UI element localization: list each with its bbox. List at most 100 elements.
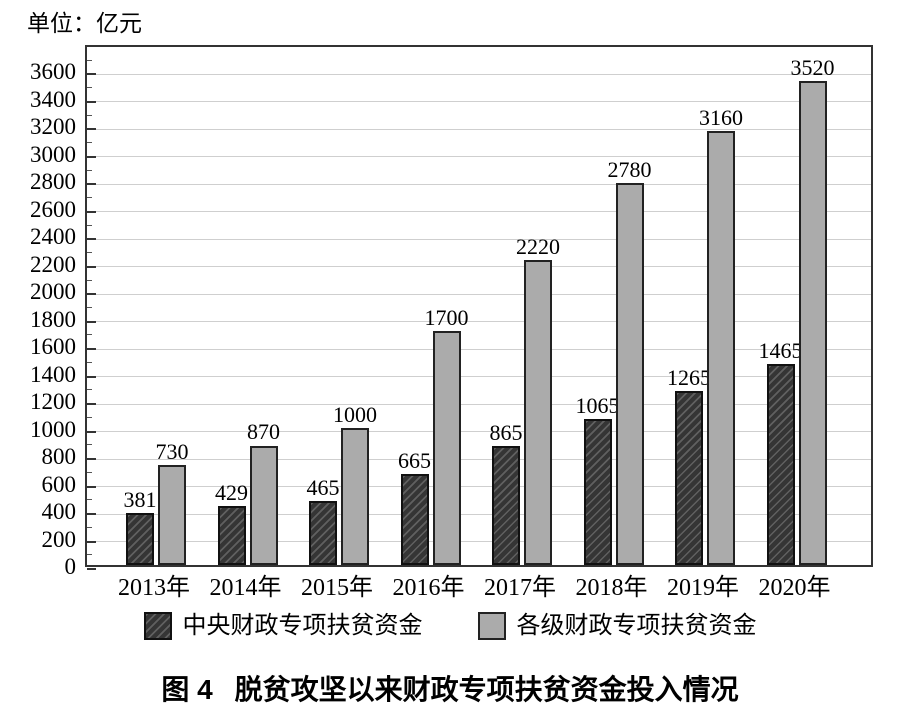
y-minor-tick-3700 [87, 59, 92, 61]
gridline-200 [87, 541, 871, 543]
y-major-tick-2800 [87, 183, 96, 186]
gridline-3000 [87, 156, 871, 158]
y-axis-label-1000: 1000 [30, 416, 76, 442]
y-minor-tick-500 [87, 499, 92, 501]
bar-all-levels-2017年 [524, 260, 552, 565]
y-minor-tick-2900 [87, 169, 92, 171]
y-axis-label-3600: 3600 [30, 59, 76, 85]
bar-central-2020年 [766, 363, 795, 565]
figure-caption: 图 4 脱贫攻坚以来财政专项扶贫资金投入情况 [0, 672, 900, 708]
value-label-central-2014年: 429 [215, 480, 248, 506]
bar-all-levels-2019年 [707, 130, 735, 565]
x-axis-label-2018年: 2018年 [575, 575, 648, 601]
y-minor-tick-300 [87, 526, 92, 528]
value-label-all-levels-2020年: 3520 [790, 55, 835, 81]
x-axis-label-2015年: 2015年 [301, 575, 373, 601]
value-label-central-2017年: 865 [489, 420, 523, 446]
legend-label-all-levels-funds: 各级财政专项扶贫资金 [516, 613, 757, 639]
gridline-1600 [87, 348, 871, 350]
x-axis-label-2019年: 2019年 [667, 575, 739, 601]
y-minor-tick-2500 [87, 224, 92, 226]
y-minor-tick-2300 [87, 252, 92, 254]
value-label-central-2018年: 1065 [575, 392, 620, 418]
y-major-tick-1200 [87, 403, 96, 406]
x-axis-label-2017年: 2017年 [484, 575, 556, 601]
y-minor-tick-1100 [87, 416, 92, 418]
y-axis-label-200: 200 [41, 526, 77, 552]
y-major-tick-200 [87, 540, 96, 543]
y-major-tick-3400 [87, 100, 96, 103]
y-minor-tick-3100 [87, 142, 92, 144]
bar-all-levels-2018年 [615, 183, 644, 565]
y-minor-tick-1700 [87, 334, 92, 336]
y-axis-label-0: 0 [64, 554, 77, 579]
y-axis-label-2400: 2400 [30, 224, 76, 250]
y-major-tick-2400 [87, 238, 96, 241]
gridline-2000 [87, 293, 871, 295]
value-label-central-2015年: 465 [306, 475, 340, 501]
bar-central-2016年 [400, 473, 429, 565]
gridline-3400 [87, 101, 871, 103]
bar-all-levels-2013年 [158, 464, 186, 565]
y-minor-tick-1300 [87, 389, 92, 391]
bar-central-2019年 [675, 391, 703, 565]
y-minor-tick-2700 [87, 197, 92, 199]
y-major-tick-3000 [87, 155, 96, 158]
gridline-3600 [87, 73, 871, 75]
value-label-all-levels-2019年: 3160 [699, 104, 743, 130]
y-major-tick-1000 [87, 430, 96, 433]
gridline-2800 [87, 183, 871, 185]
y-minor-tick-700 [87, 471, 92, 473]
unit-label: 单位：亿元 [27, 11, 142, 36]
gridline-1000 [87, 431, 871, 433]
bar-central-2013年 [126, 512, 154, 565]
value-label-all-levels-2017年: 2220 [516, 234, 560, 260]
bar-central-2017年 [492, 446, 520, 565]
y-axis-label-600: 600 [41, 471, 77, 497]
y-minor-tick-3300 [87, 114, 92, 116]
value-label-all-levels-2018年: 2780 [607, 157, 652, 183]
gridline-1200 [87, 403, 871, 405]
value-label-central-2020年: 1465 [758, 337, 803, 363]
gridline-3200 [87, 128, 871, 130]
y-minor-tick-3500 [87, 87, 92, 89]
y-minor-tick-2100 [87, 279, 92, 281]
value-label-all-levels-2013年: 730 [155, 438, 189, 464]
y-axis-label-2000: 2000 [30, 279, 76, 305]
gridline-600 [87, 486, 871, 488]
bar-all-levels-2016年 [432, 331, 461, 565]
y-axis-label-1200: 1200 [30, 389, 76, 415]
y-major-tick-2200 [87, 265, 96, 268]
figure-number: 图 4 [161, 674, 213, 705]
legend-item-all-levels-funds: 各级财政专项扶贫资金 [477, 611, 757, 641]
bar-all-levels-2014年 [249, 445, 278, 565]
y-major-tick-800 [87, 458, 96, 461]
y-major-tick-0 [87, 568, 96, 570]
y-minor-tick-1900 [87, 307, 92, 308]
y-major-tick-3600 [87, 73, 96, 76]
legend: 中央财政专项扶贫资金 各级财政专项扶贫资金 [0, 611, 900, 641]
all-levels-funds-swatch-icon [477, 612, 506, 640]
x-axis-label-2020年: 2020年 [758, 575, 831, 601]
bar-central-2018年 [583, 418, 612, 565]
gridline-400 [87, 513, 871, 515]
value-label-all-levels-2015年: 1000 [333, 401, 377, 427]
y-axis-label-1800: 1800 [30, 306, 76, 332]
y-axis-label-2600: 2600 [30, 196, 76, 222]
value-label-all-levels-2014年: 870 [247, 419, 280, 445]
y-axis-label-3200: 3200 [30, 114, 76, 140]
y-major-tick-3200 [87, 128, 96, 131]
bar-central-2014年 [217, 506, 246, 565]
y-axis-label-3400: 3400 [30, 86, 76, 112]
figure-title: 脱贫攻坚以来财政专项扶贫资金投入情况 [234, 674, 739, 705]
value-label-all-levels-2016年: 1700 [424, 305, 469, 331]
legend-label-central-funds: 中央财政专项扶贫资金 [182, 613, 423, 639]
y-axis-label-3000: 3000 [30, 141, 76, 167]
x-axis-label-2016年: 2016年 [392, 575, 465, 601]
legend-item-central-funds: 中央财政专项扶贫资金 [143, 611, 423, 641]
y-minor-tick-1500 [87, 361, 92, 363]
y-axis-label-2800: 2800 [30, 169, 76, 195]
y-major-tick-1600 [87, 348, 96, 351]
y-major-tick-1800 [87, 320, 96, 323]
gridline-1400 [87, 376, 871, 378]
